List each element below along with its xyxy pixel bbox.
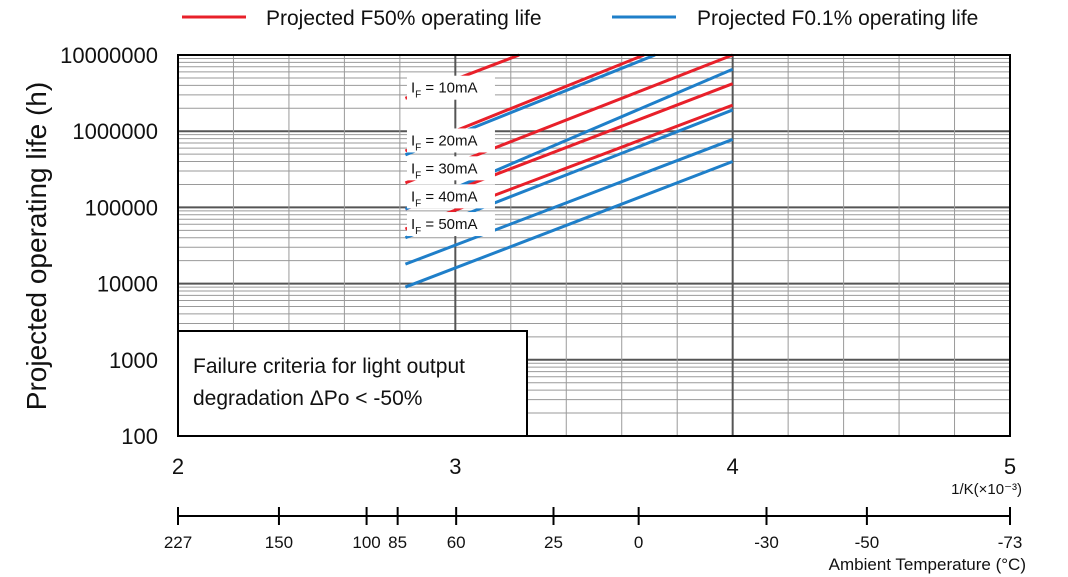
note-box [177,330,528,437]
x-tick-labels: 2 3 4 5 [172,454,1016,479]
annotation-subscript: F [415,226,421,237]
annotation-symbol: I [411,132,415,149]
annotation-label-50ma: IF = 50mA [411,216,478,237]
y-tick-labels: 10000000 1000000 100000 10000 1000 100 [60,43,158,449]
x-tick-label: 2 [172,454,184,479]
temperature-tick-label: 100 [352,533,380,552]
series-line-F01-40ma [404,138,734,266]
annotation-bg [406,156,495,181]
temperature-tick-label: 60 [447,533,466,552]
plot-frame [177,54,1011,437]
legend: Projected F50% operating life Projected … [182,7,978,30]
annotation-value: = 30mA [421,160,477,177]
annotation-subscript: F [415,170,421,181]
x-axis-unit: 1/K(×10⁻³) [951,481,1022,498]
temperature-axis: 227 150 100 85 60 25 0 -30 -50 -73 [164,507,1022,552]
temperature-tick-label: 25 [544,533,563,552]
temperature-tick-label: 227 [164,533,192,552]
y-axis-title: Projected operating life (h) [21,82,52,410]
note-line-2: degradation ΔPo < -50% [193,387,422,410]
note-line-1: Failure criteria for light output [193,355,465,378]
annotation-symbol: I [411,216,415,233]
y-tick-label: 10000000 [60,43,158,68]
temperature-tick-label: -30 [754,533,779,552]
annotation-label-10ma: IF = 10mA [411,80,478,101]
annotation-bg [406,184,495,209]
annotation-label-20ma: IF = 20mA [411,132,478,153]
annotation-value: = 40mA [421,188,477,205]
y-tick-label: 100000 [85,195,158,220]
annotation-value: = 10mA [421,80,477,97]
annotation-bg [406,128,495,153]
temperature-tick-label: 85 [388,533,407,552]
x-tick-label: 4 [727,454,739,479]
annotation-subscript: F [415,142,421,153]
annotation-bg [406,212,495,237]
legend-label-f01: Projected F0.1% operating life [697,7,978,30]
annotation-bg [406,75,495,100]
series-line-F01-50ma [404,160,734,289]
y-tick-label: 1000 [109,348,158,373]
annotation-subscript: F [415,90,421,101]
x-tick-label: 3 [449,454,461,479]
annotation-value: = 50mA [421,216,477,233]
annotation-symbol: I [411,160,415,177]
series-line-F50-50ma [404,103,734,231]
annotation-label-30ma: IF = 30mA [411,160,478,181]
x-tick-label: 5 [1004,454,1016,479]
y-tick-label: 10000 [97,272,158,297]
temperature-tick-label: -73 [998,533,1023,552]
legend-label-f50: Projected F50% operating life [266,7,542,30]
annotation-symbol: I [411,80,415,97]
y-tick-label: 100 [121,424,158,449]
annotation-subscript: F [415,198,421,209]
y-tick-label: 1000000 [72,119,158,144]
temperature-tick-label: 0 [634,533,643,552]
failure-criteria-note: Failure criteria for light output degrad… [177,330,528,437]
temperature-tick-label: 150 [265,533,293,552]
annotation-label-40ma: IF = 40mA [411,188,478,209]
annotation-symbol: I [411,188,415,205]
y-axis-label: Projected operating life (h) [21,82,52,410]
temperature-axis-title: Ambient Temperature (°C) [829,555,1026,574]
annotation-value: = 20mA [421,132,477,149]
temperature-tick-label: -50 [855,533,880,552]
